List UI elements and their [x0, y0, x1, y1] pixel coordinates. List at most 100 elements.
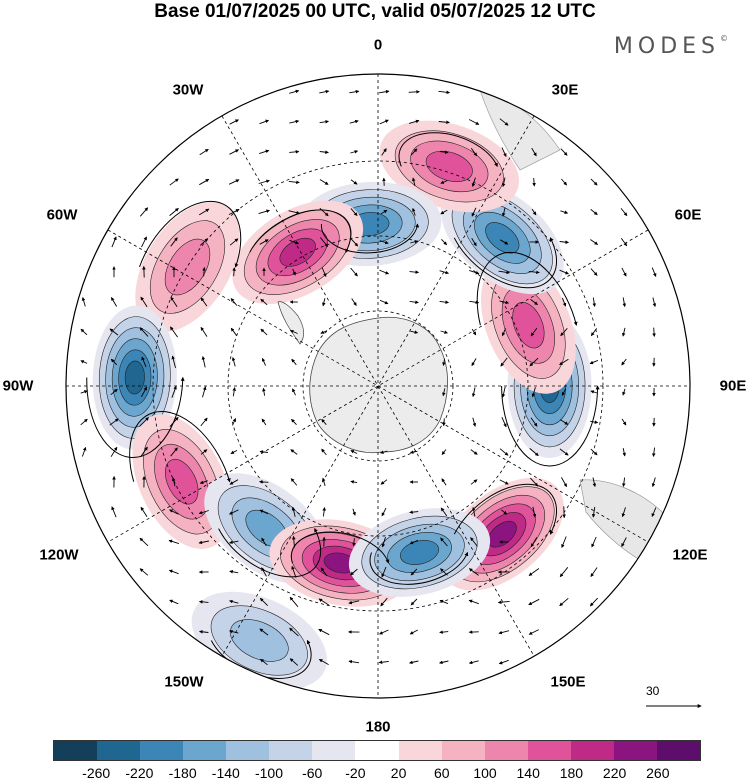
polar-map: [65, 73, 702, 708]
streamline: [369, 551, 469, 585]
wind-arrow: [139, 327, 149, 337]
wind-arrow: [171, 355, 176, 369]
streamline: [218, 528, 322, 578]
wind-arrow: [440, 507, 448, 517]
wind-arrow: [110, 388, 118, 396]
lon-label-150e: 150E: [550, 673, 586, 691]
wind-arrow: [200, 326, 208, 337]
wind-arrow: [590, 567, 598, 577]
streamlines: [86, 132, 600, 679]
wind-arrow: [441, 478, 447, 486]
colorbar-tick-label: 220: [602, 765, 627, 781]
wind-arrow: [229, 629, 239, 634]
wind-arrow: [169, 599, 179, 605]
wind-arrow: [410, 568, 418, 576]
wind-arrow: [471, 177, 476, 187]
wind-arrow: [289, 596, 299, 607]
wind-arrow: [318, 628, 330, 636]
wind-arrow: [229, 540, 239, 545]
wind-arrow: [259, 119, 270, 125]
wind-arrow: [229, 119, 239, 125]
wind-arrow: [350, 179, 358, 185]
reference-vector-label: 30: [646, 684, 660, 698]
wind-arrow: [349, 89, 360, 94]
wind-arrow: [80, 390, 88, 394]
wind-arrow: [651, 267, 657, 277]
wind-arrow: [198, 540, 209, 545]
wind-arrow: [321, 477, 326, 487]
wind-arrow: [561, 297, 567, 307]
wind-arrow: [409, 660, 419, 665]
lon-label-180: 180: [365, 718, 391, 736]
streamline: [476, 251, 578, 326]
wind-arrow: [468, 599, 479, 605]
anomaly-fields: [92, 120, 592, 690]
wind-arrow: [438, 120, 450, 125]
wind-arrow: [202, 267, 206, 277]
wind-arrow: [532, 506, 537, 518]
wind-arrow: [291, 506, 296, 517]
wind-arrow: [590, 448, 598, 456]
wind-arrow: [320, 567, 328, 577]
wind-arrow: [440, 537, 448, 547]
wind-arrow: [498, 270, 510, 275]
wind-arrow: [622, 388, 626, 396]
wind-arrow: [621, 507, 626, 518]
colorbar-bin: [441, 741, 485, 760]
wind-arrow: [560, 210, 569, 214]
wind-arrow: [111, 296, 117, 307]
wind-arrow: [81, 446, 87, 457]
streamline: [210, 639, 312, 679]
wind-arrow: [288, 210, 300, 215]
lon-label-120e: 120E: [672, 546, 708, 564]
wind-arrow: [170, 237, 178, 247]
wind-arrow: [379, 269, 390, 275]
wind-arrow: [140, 506, 148, 517]
map-border: [65, 73, 691, 699]
wind-arrow: [440, 209, 448, 215]
wind-arrow: [410, 598, 418, 606]
wind-arrow: [139, 417, 149, 427]
wind-arrow: [501, 509, 508, 515]
wind-arrow: [319, 179, 329, 185]
wind-arrow: [319, 89, 330, 94]
wind-arrow: [291, 358, 297, 366]
wind-arrow: [622, 477, 626, 487]
wind-arrow: [109, 328, 119, 336]
wind-arrow: [378, 660, 389, 665]
wind-arrow: [289, 627, 299, 637]
wind-arrow: [561, 388, 567, 396]
wind-arrow: [530, 327, 538, 337]
wind-arrow: [590, 178, 598, 186]
wind-arrow: [229, 238, 239, 246]
wind-arrow: [291, 565, 297, 578]
wind-arrow: [199, 148, 209, 156]
wind-arrow: [290, 478, 298, 486]
wind-arrow: [258, 179, 270, 184]
wind-arrow: [412, 207, 416, 216]
lon-label-90e: 90E: [719, 377, 747, 395]
wind-arrow: [230, 298, 238, 306]
wind-arrow: [501, 417, 507, 428]
wind-arrow: [198, 510, 209, 515]
wind-arrow: [651, 507, 657, 518]
wind-arrow: [381, 148, 387, 156]
colorbar-bin: [140, 741, 184, 760]
wind-arrow: [559, 567, 569, 578]
streamline: [501, 385, 600, 467]
wind-arrow: [139, 537, 149, 547]
wind-arrow: [289, 658, 299, 666]
wind-arrow: [409, 510, 419, 514]
wind-arrow: [349, 119, 359, 124]
wind-arrow: [350, 568, 358, 576]
wind-arrow: [259, 149, 270, 155]
wind-arrow: [441, 449, 447, 455]
wind-arrow: [409, 270, 420, 274]
wind-arrow: [261, 418, 267, 426]
lat-lon-grid: [66, 74, 690, 698]
lon-label-30w: 30W: [172, 81, 204, 99]
wind-arrow: [409, 629, 419, 635]
wind-arrow: [169, 178, 179, 186]
wind-arrow: [319, 119, 329, 124]
lon-label-30e: 30E: [551, 81, 579, 99]
